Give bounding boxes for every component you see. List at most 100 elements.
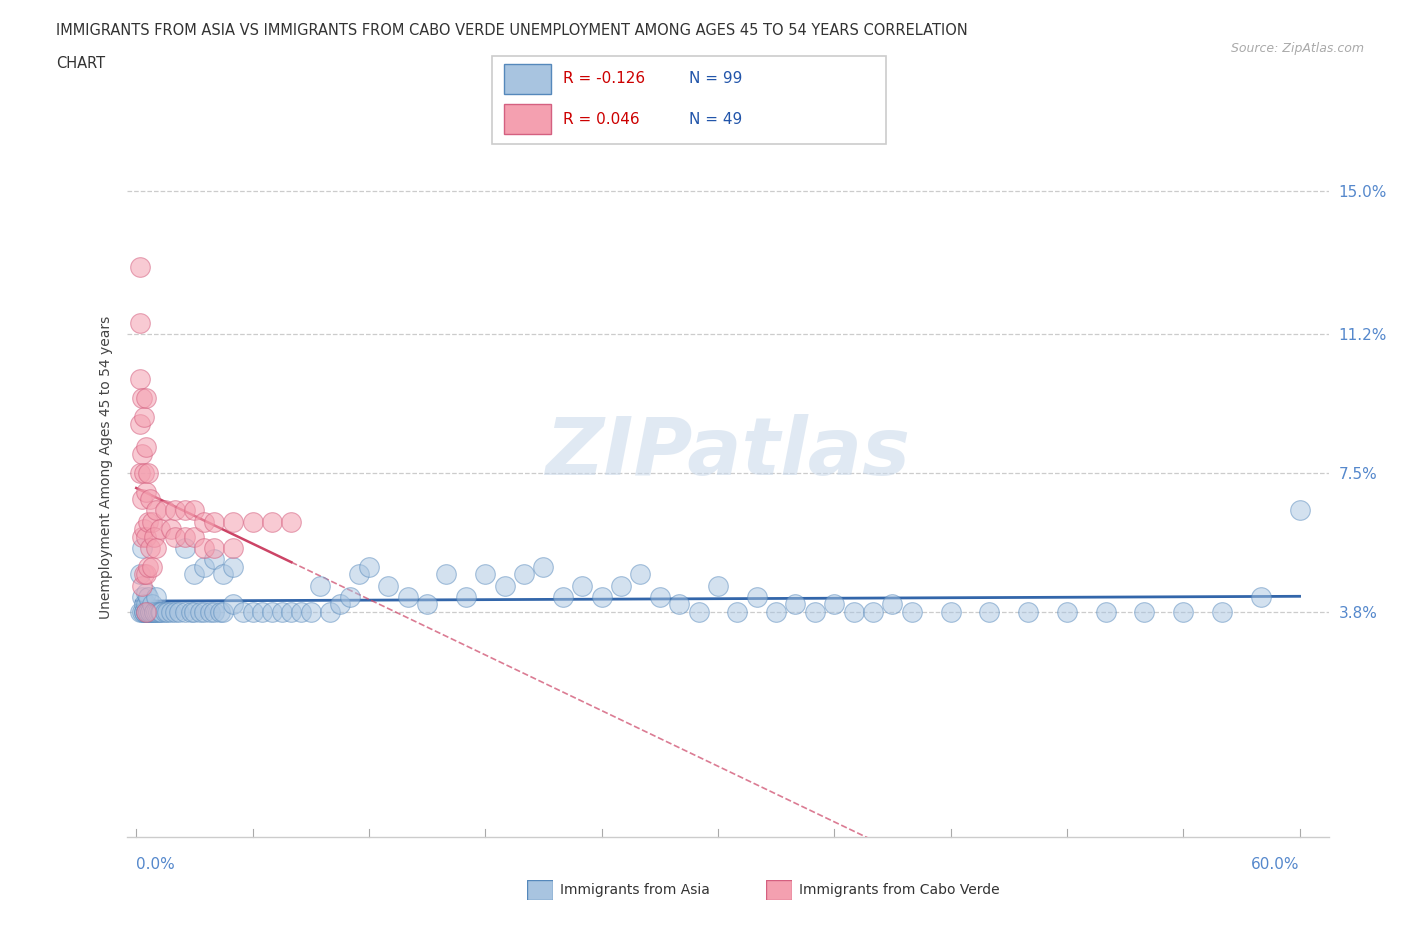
FancyBboxPatch shape [766, 880, 792, 900]
Point [765, 604, 787, 619]
Point [163, 604, 186, 619]
Text: R = 0.046: R = 0.046 [562, 112, 640, 126]
Point [135, 604, 157, 619]
Text: IMMIGRANTS FROM ASIA VS IMMIGRANTS FROM CABO VERDE UNEMPLOYMENT AMONG AGES 45 TO: IMMIGRANTS FROM ASIA VS IMMIGRANTS FROM … [56, 23, 967, 38]
Point [135, 485, 157, 499]
Point [299, 604, 322, 619]
Point [1056, 604, 1078, 619]
Point [129, 604, 152, 619]
Point [804, 604, 827, 619]
Point [531, 559, 554, 574]
Point [454, 590, 477, 604]
Point [142, 604, 165, 619]
Point [139, 604, 162, 619]
Point [688, 604, 710, 619]
Point [628, 567, 651, 582]
Point [141, 604, 163, 619]
Point [131, 391, 153, 405]
Point [1288, 503, 1310, 518]
Point [1017, 604, 1039, 619]
Point [242, 514, 264, 529]
Point [193, 604, 215, 619]
Point [260, 604, 283, 619]
Point [142, 604, 165, 619]
Point [131, 540, 153, 555]
Point [173, 604, 195, 619]
Point [132, 567, 155, 582]
Point [135, 391, 157, 405]
Point [823, 597, 845, 612]
Point [148, 604, 170, 619]
Text: R = -0.126: R = -0.126 [562, 72, 645, 86]
Point [135, 604, 157, 619]
Point [129, 315, 152, 330]
Point [202, 514, 225, 529]
Point [167, 604, 190, 619]
Point [202, 540, 225, 555]
Point [212, 604, 235, 619]
Point [188, 604, 211, 619]
Point [136, 604, 159, 619]
Point [173, 529, 195, 544]
Point [1173, 604, 1195, 619]
Point [309, 578, 332, 593]
Point [193, 514, 215, 529]
Point [136, 466, 159, 481]
Y-axis label: Unemployment Among Ages 45 to 54 years: Unemployment Among Ages 45 to 54 years [98, 315, 112, 619]
Point [591, 590, 613, 604]
Point [1094, 604, 1116, 619]
Point [163, 503, 186, 518]
Point [474, 567, 496, 582]
Point [129, 466, 152, 481]
Point [155, 503, 177, 518]
Point [551, 590, 574, 604]
Point [150, 604, 173, 619]
Point [135, 586, 157, 601]
Point [183, 529, 205, 544]
Point [131, 578, 153, 593]
Point [222, 597, 245, 612]
Point [142, 529, 165, 544]
Point [173, 503, 195, 518]
Point [131, 492, 153, 507]
Point [242, 604, 264, 619]
Point [202, 551, 225, 566]
Point [131, 590, 153, 604]
Point [141, 514, 163, 529]
Text: 60.0%: 60.0% [1251, 857, 1299, 872]
Point [135, 529, 157, 544]
Point [160, 522, 183, 537]
Point [882, 597, 904, 612]
Text: 0.0%: 0.0% [136, 857, 174, 872]
Point [707, 578, 730, 593]
Point [357, 559, 380, 574]
Point [377, 578, 399, 593]
Point [610, 578, 633, 593]
FancyBboxPatch shape [503, 64, 551, 94]
Point [319, 604, 342, 619]
Point [329, 597, 352, 612]
Point [136, 590, 159, 604]
FancyBboxPatch shape [492, 56, 886, 144]
Point [222, 514, 245, 529]
Point [193, 540, 215, 555]
Point [208, 604, 231, 619]
Point [132, 466, 155, 481]
Point [135, 439, 157, 454]
Point [494, 578, 516, 593]
Point [180, 604, 202, 619]
Point [136, 604, 159, 619]
Point [290, 604, 312, 619]
Point [139, 492, 162, 507]
Point [1133, 604, 1156, 619]
Point [136, 514, 159, 529]
Point [222, 559, 245, 574]
Point [160, 604, 183, 619]
Point [183, 604, 205, 619]
Text: Immigrants from Cabo Verde: Immigrants from Cabo Verde [799, 883, 1000, 897]
Point [571, 578, 593, 593]
Point [745, 590, 768, 604]
Point [145, 604, 167, 619]
Point [222, 540, 245, 555]
Point [132, 604, 155, 619]
